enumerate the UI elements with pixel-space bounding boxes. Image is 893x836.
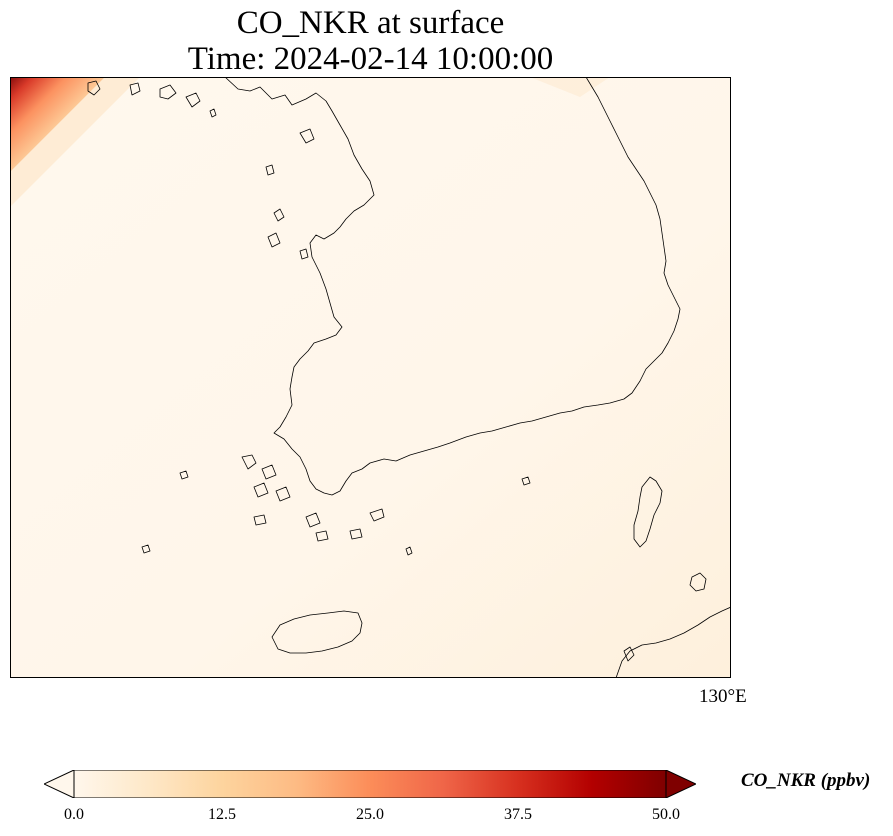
kyushu-coast [615, 606, 731, 678]
colorbar-extend-max [665, 769, 698, 799]
map-subtitle-time: Time: 2024-02-14 10:00:00 [187, 41, 554, 77]
colorbar-gradient [73, 769, 667, 799]
tsushima-island [633, 476, 663, 548]
concentration-field [10, 77, 731, 678]
colorbar [42, 769, 698, 799]
upper-light-band [530, 77, 610, 97]
northwest-coast [87, 80, 315, 260]
colorbar-tick: 25.0 [356, 806, 384, 823]
colorbar-label: CO_NKR (ppbv) [741, 770, 871, 791]
colorbar-tick: 37.5 [504, 806, 532, 823]
colorbar-tick: 0.0 [64, 806, 84, 823]
jeju-island [271, 610, 363, 654]
colorbar-extend-min [42, 769, 75, 799]
korean-peninsula-coast [224, 77, 681, 496]
map-panel [10, 77, 731, 678]
western-islands [141, 454, 531, 556]
colorbar-tick: 50.0 [652, 806, 680, 823]
kyushu-islands [623, 572, 707, 662]
coastlines [87, 77, 731, 678]
map-border [10, 77, 731, 678]
colorbar-tick: 12.5 [208, 806, 236, 823]
longitude-tick-label: 130°E [699, 686, 747, 707]
map-title: CO_NKR at surface [236, 5, 505, 41]
light-plume-band [10, 77, 140, 207]
